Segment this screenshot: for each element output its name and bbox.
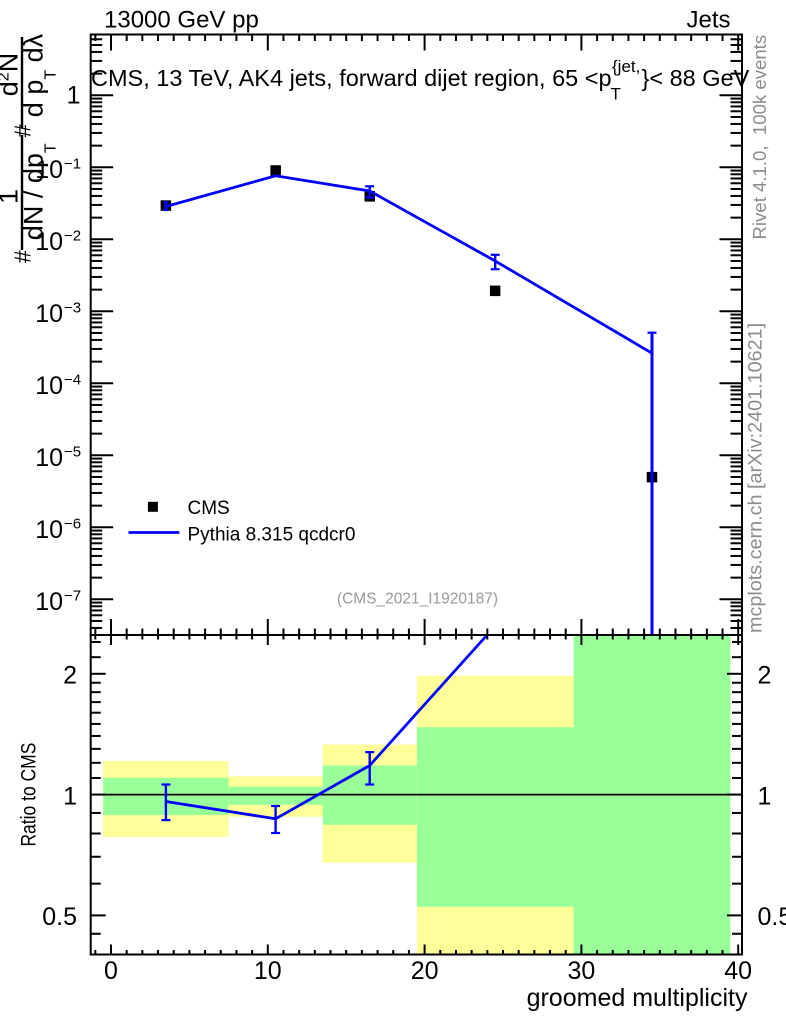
svg-text:#: # [10,124,36,137]
svg-text:mcplots.cern.ch [arXiv:2401.10: mcplots.cern.ch [arXiv:2401.10621] [745,323,767,633]
svg-text:d pT dλ: d pT dλ [19,33,60,117]
svg-text:0: 0 [104,957,118,985]
svg-text:20: 20 [411,957,439,985]
svg-text:groomed multiplicity: groomed multiplicity [527,984,748,1012]
svg-text:Pythia 8.315 qcdcr0: Pythia 8.315 qcdcr0 [188,524,356,545]
svg-text:10: 10 [35,300,63,328]
svg-text:CMS, 13 TeV, AK4 jets, forward: CMS, 13 TeV, AK4 jets, forward dijet reg… [91,57,750,104]
svg-text:0.5: 0.5 [42,903,77,931]
svg-text:10: 10 [35,372,63,400]
svg-text:−5: −5 [64,443,81,460]
svg-text:−4: −4 [64,371,81,388]
svg-text:2: 2 [758,662,772,690]
svg-text:CMS: CMS [188,498,230,519]
svg-text:−3: −3 [64,299,81,316]
svg-text:0.5: 0.5 [758,903,786,931]
svg-text:−1: −1 [64,155,81,172]
svg-text:30: 30 [567,957,595,985]
svg-text:40: 40 [724,957,752,985]
svg-text:10: 10 [254,957,282,985]
svg-text:10: 10 [35,444,63,472]
svg-text:10: 10 [35,588,63,616]
svg-text:1: 1 [758,782,772,810]
svg-text:10: 10 [35,156,63,184]
svg-text:#: # [10,250,36,263]
svg-text:10: 10 [35,516,63,544]
svg-text:1: 1 [63,782,77,810]
svg-text:10: 10 [35,228,63,256]
svg-text:−6: −6 [64,515,81,532]
svg-text:Jets: Jets [686,7,730,34]
svg-text:Rivet 4.1.0, 100k events: Rivet 4.1.0, 100k events [749,35,770,240]
svg-text:−2: −2 [64,227,81,244]
svg-text:(CMS_2021_I1920187): (CMS_2021_I1920187) [337,591,498,608]
svg-text:d2N: d2N [0,53,24,96]
svg-text:−7: −7 [64,587,81,604]
svg-text:1: 1 [0,189,24,204]
svg-text:13000 GeV pp: 13000 GeV pp [104,7,259,34]
svg-text:Ratio to CMS: Ratio to CMS [18,743,41,847]
svg-text:2: 2 [63,662,77,690]
svg-text:1: 1 [67,82,81,110]
